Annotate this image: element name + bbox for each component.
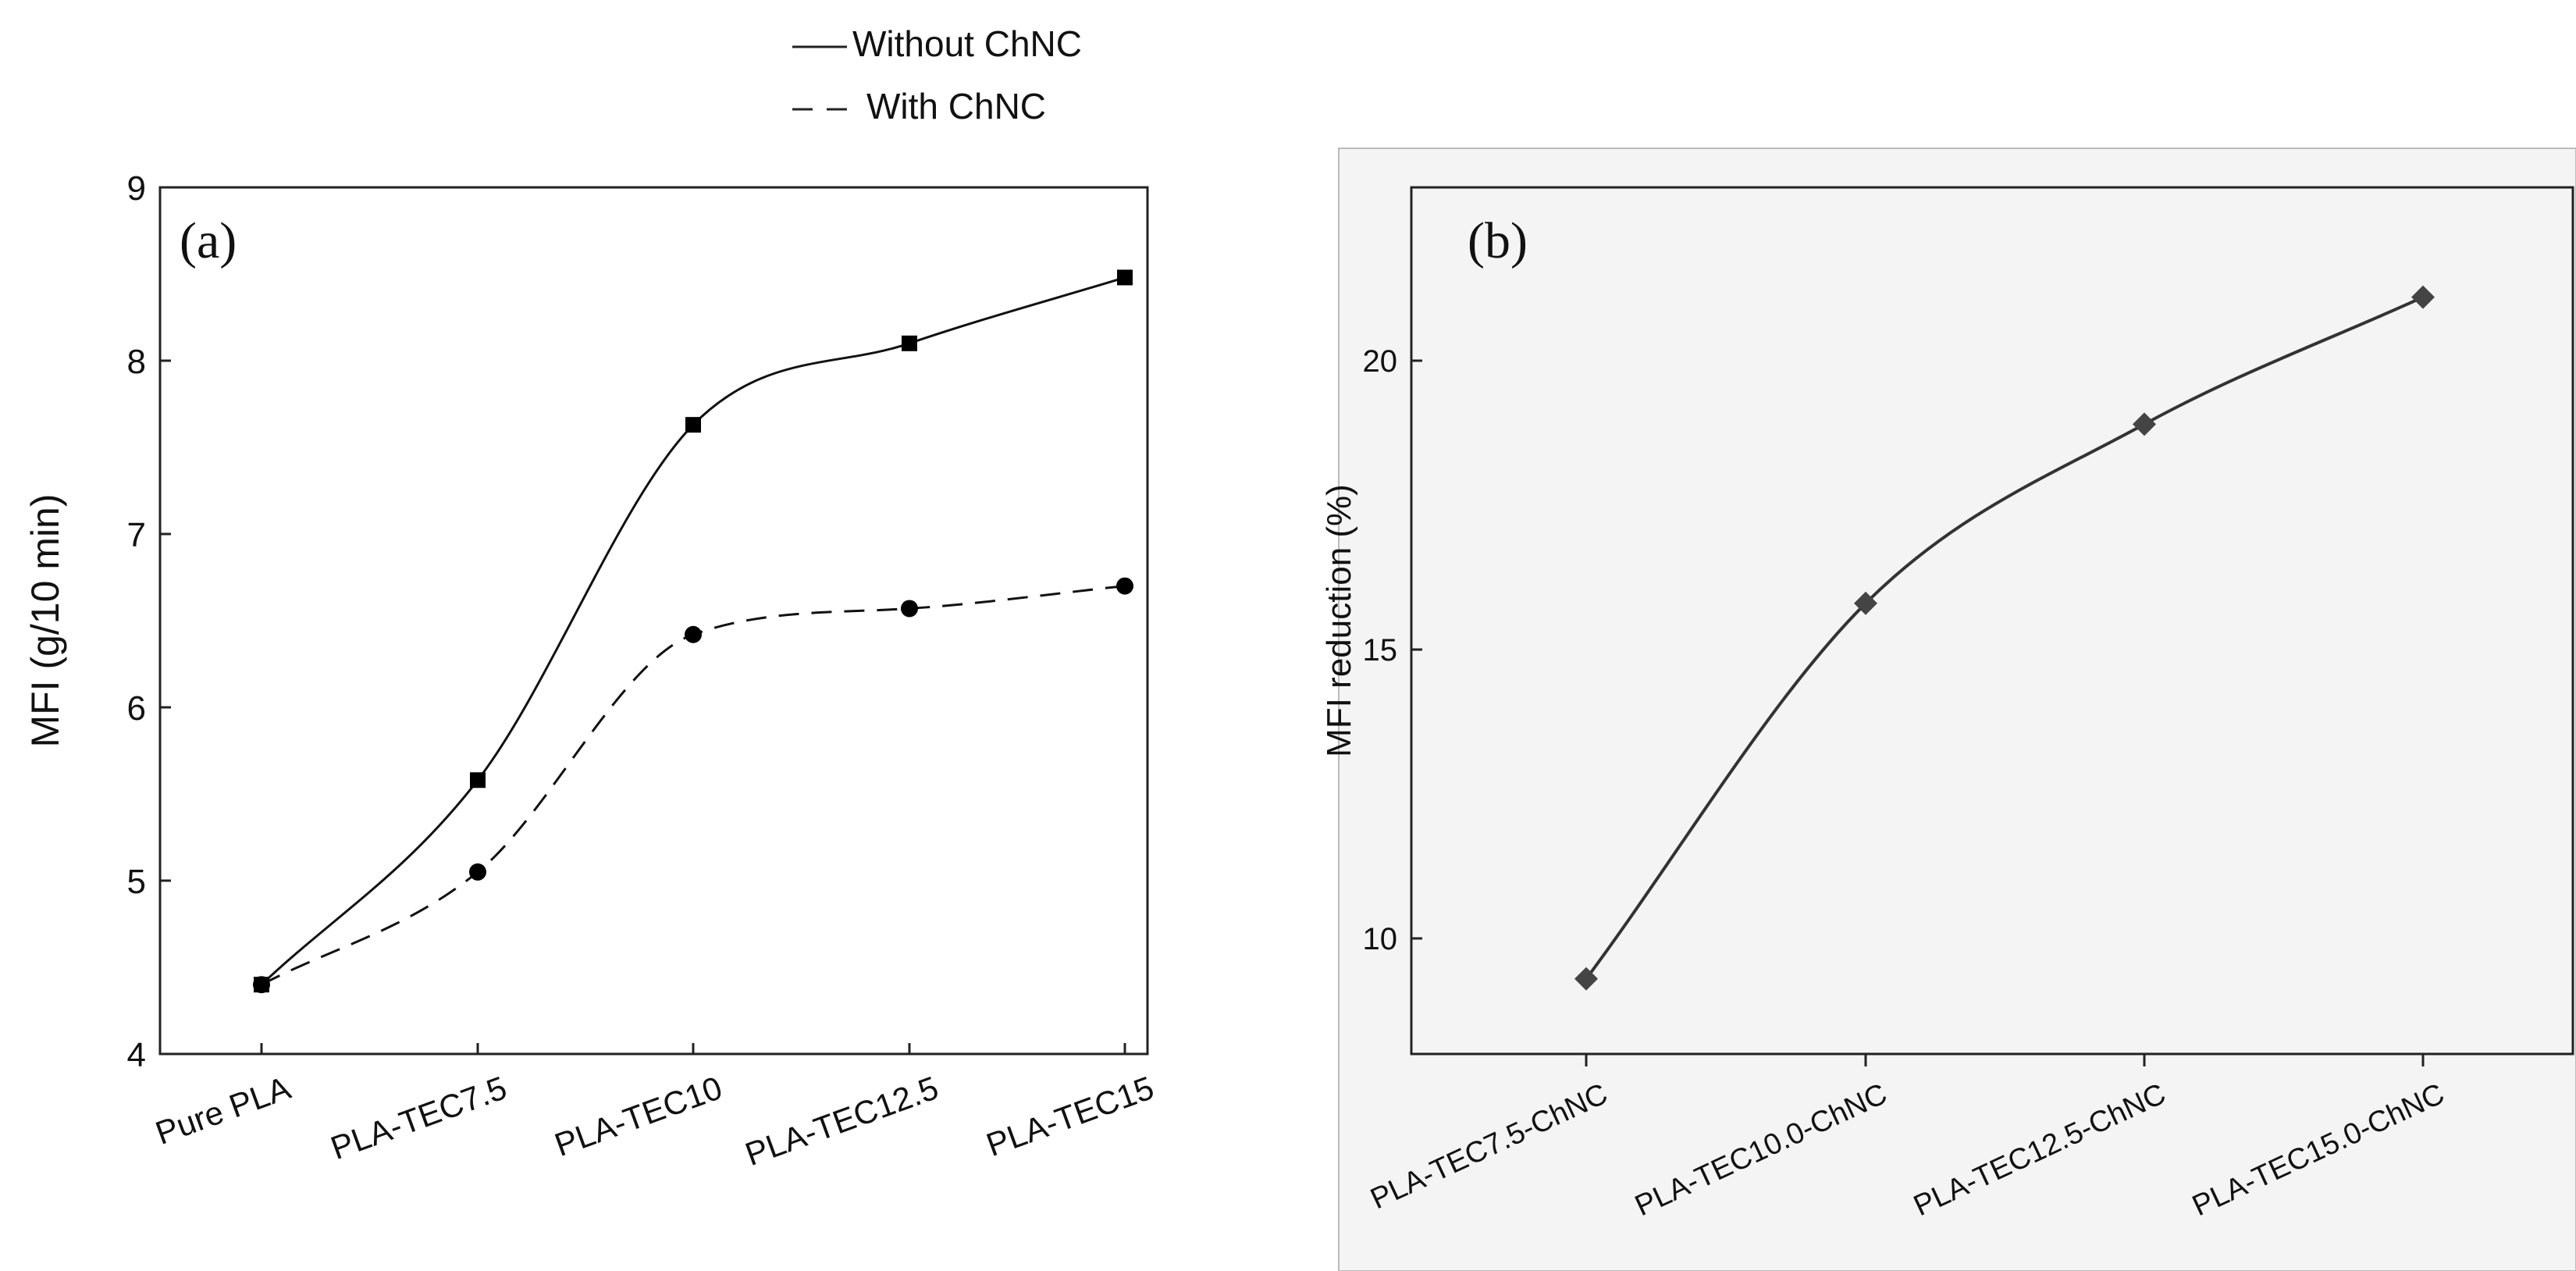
chart-a-line-with-chnc bbox=[261, 585, 1126, 986]
chart-a-y-tick-label: 7 bbox=[127, 516, 146, 554]
chart-a-y-tick-label: 4 bbox=[127, 1036, 146, 1074]
chart-a-point-with-chnc bbox=[685, 625, 702, 643]
chart-b-y-tick-label: 10 bbox=[1363, 922, 1398, 956]
chart-b-line-mfi-reduction bbox=[1585, 295, 2424, 980]
chart-a-series bbox=[253, 269, 1133, 994]
chart-a-x-tick-label: Pure PLA bbox=[151, 1069, 295, 1152]
legend-label-without-chnc: Without ChNC bbox=[852, 23, 1082, 64]
chart-a-point-with-chnc bbox=[1116, 577, 1133, 595]
chart-b-panel-label: (b) bbox=[1468, 212, 1528, 269]
chart-b-y-tick-label: 15 bbox=[1363, 633, 1398, 668]
chart-a-y-ticks: 4 5 6 7 8 9 bbox=[127, 169, 171, 1074]
chart-b-point-mfi-reduction bbox=[2133, 412, 2156, 436]
chart-a-y-tick-label: 9 bbox=[127, 169, 146, 208]
legend-label-with-chnc: With ChNC bbox=[866, 86, 1046, 126]
chart-a-line-without-chnc bbox=[260, 276, 1126, 986]
chart-a-point-with-chnc bbox=[901, 600, 918, 618]
chart-a-point-without-chnc bbox=[1117, 269, 1133, 286]
chart-a-y-tick-label: 6 bbox=[127, 689, 146, 728]
chart-b-point-mfi-reduction bbox=[1854, 591, 1877, 615]
chart-a-panel-label: (a) bbox=[180, 212, 237, 269]
chart-a-point-without-chnc bbox=[902, 335, 917, 351]
chart-a-point-with-chnc bbox=[469, 863, 486, 881]
chart-b-point-mfi-reduction bbox=[1574, 967, 1598, 991]
chart-b-point-mfi-reduction bbox=[2411, 285, 2435, 309]
chart-a-point-with-chnc bbox=[253, 976, 270, 994]
chart-a-point-without-chnc bbox=[470, 772, 486, 789]
chart-b-frame bbox=[1410, 186, 2574, 1056]
chart-a-y-tick-label: 5 bbox=[127, 863, 146, 901]
chart-a-frame bbox=[158, 186, 1149, 1056]
legend: Without ChNC With ChNC bbox=[792, 23, 1082, 126]
chart-b-y-tick-label: 20 bbox=[1363, 344, 1398, 379]
chart-a-point-without-chnc bbox=[685, 417, 701, 433]
chart-b-series bbox=[1574, 285, 2435, 991]
chart-b-y-axis-label: MFI reduction (%) bbox=[1320, 484, 1358, 757]
chart-b-background bbox=[1338, 148, 2576, 1271]
chart-a-x-tick-label: PLA-TEC15 bbox=[981, 1069, 1158, 1163]
chart-a-x-ticks: Pure PLA PLA-TEC7.5 PLA-TEC10 PLA-TEC12.5 PL… bbox=[151, 1043, 1158, 1173]
chart-a-x-tick-label: PLA-TEC10 bbox=[550, 1069, 727, 1163]
chart-a: (a) MFI (g/10 min) 4 5 6 7 8 9 Pure PLA PLA-TE… bbox=[23, 169, 1158, 1173]
chart-a-y-tick-label: 8 bbox=[127, 343, 146, 381]
chart-a-y-axis-label: MFI (g/10 min) bbox=[23, 493, 67, 747]
chart-a-x-tick-label: PLA-TEC7.5 bbox=[326, 1069, 511, 1166]
chart-b-y-ticks: 10 15 20 bbox=[1363, 344, 1422, 956]
chart-a-x-tick-label: PLA-TEC12.5 bbox=[741, 1069, 944, 1173]
